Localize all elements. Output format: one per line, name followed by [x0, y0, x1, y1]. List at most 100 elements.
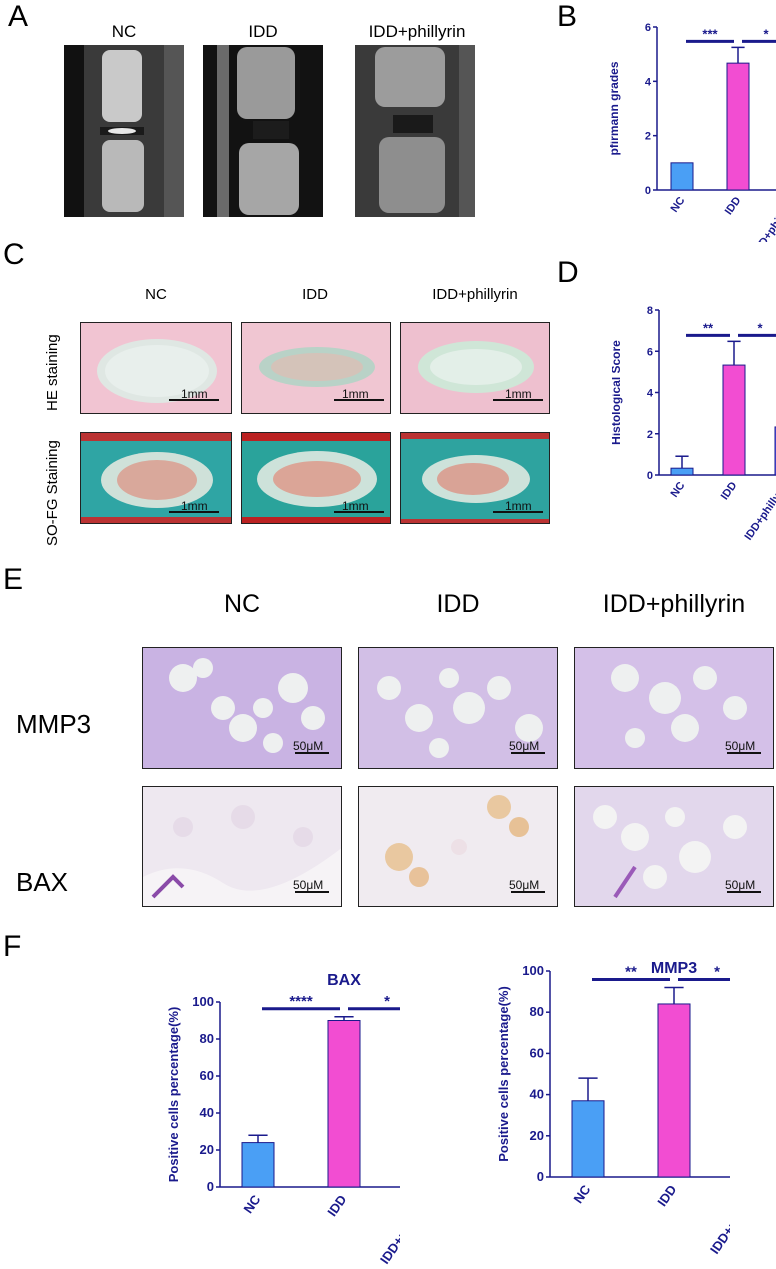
- y-tick-label: 40: [200, 1105, 214, 1120]
- sofg-image-idd-phillyrin: 1mm: [400, 432, 550, 524]
- significance-label: **: [625, 963, 637, 980]
- bar-idd: [657, 1003, 691, 1178]
- bar-idd: [327, 1020, 361, 1188]
- scale-bar-label: 1mm: [342, 499, 369, 513]
- x-tick-label: IDD: [654, 1182, 679, 1209]
- scale-bar-label: 1mm: [505, 387, 532, 401]
- scale-bar-label: 1mm: [342, 387, 369, 401]
- x-tick-label: IDD+phillyrin: [751, 195, 776, 242]
- y-tick-label: 6: [645, 22, 651, 34]
- panel-a-col-idd: IDD: [248, 22, 278, 41]
- ihc-bax-idd-phillyrin: 50μM: [574, 786, 774, 907]
- y-tick-label: 20: [200, 1142, 214, 1157]
- panel-label-b: B: [557, 0, 578, 33]
- significance-label: *: [763, 26, 769, 41]
- scale-bar-line: [727, 752, 761, 754]
- significance-label: ***: [702, 26, 718, 41]
- chart-f-mmp3-svg: MMP3 0 20 40 60 80 100 Positive cells percentag…: [496, 960, 730, 1257]
- y-tick-label: 40: [530, 1087, 544, 1102]
- scale-bar-label: 50μM: [725, 739, 756, 753]
- scale-bar-line: [511, 752, 545, 754]
- y-tick-label: 0: [647, 470, 653, 482]
- scale-bar-label: 1mm: [181, 387, 208, 401]
- y-tick-label: 0: [537, 1169, 544, 1184]
- y-tick-label: 80: [530, 1004, 544, 1019]
- chart-f-bax: BAX 0 20 40 60 80 100 Positive cells percentage…: [166, 972, 400, 1267]
- y-tick-label: 4: [647, 388, 654, 400]
- y-axis-label: Positive cells percentage(%): [496, 986, 511, 1162]
- scale-bar-label: 50μM: [509, 739, 540, 753]
- y-tick-label: 60: [530, 1045, 544, 1060]
- ihc-bax-idd: 50μM: [358, 786, 558, 907]
- scale-bar-line: [295, 752, 329, 754]
- y-tick-label: 80: [200, 1031, 214, 1046]
- scale-bar-line: [334, 399, 384, 401]
- scale-bar-line: [727, 891, 761, 893]
- panel-a-col-idd-phillyrin: IDD+phillyrin: [368, 22, 466, 41]
- panel-a-col-nc: NC: [111, 22, 137, 41]
- scale-bar-line: [169, 399, 219, 401]
- panel-c-row-sofg: SO-FG Staining: [44, 440, 61, 546]
- chart-d-svg: 0 2 4 6 8 Histological Score NC IDD IDD+phillyri…: [612, 305, 776, 543]
- ihc-bax-nc: 50μM: [142, 786, 342, 907]
- chart-d: 0 2 4 6 8 Histological Score NC IDD IDD+phillyri…: [612, 305, 776, 543]
- sofg-image-nc: 1mm: [80, 432, 232, 524]
- panel-label-c: C: [3, 238, 25, 271]
- chart-title: MMP3: [651, 960, 697, 977]
- x-tick-label: IDD: [324, 1192, 349, 1219]
- panel-label-d: D: [557, 256, 579, 289]
- significance-label: *: [714, 963, 720, 980]
- chart-title: BAX: [327, 972, 361, 989]
- x-tick-label: IDD+phillyrin: [377, 1192, 400, 1267]
- scale-bar-line: [493, 511, 543, 513]
- scale-bar-line: [511, 891, 545, 893]
- x-tick-label: NC: [240, 1192, 263, 1216]
- significance-label: *: [757, 320, 763, 335]
- scale-bar-label: 1mm: [505, 499, 532, 513]
- y-axis-label: Histological Score: [612, 340, 623, 445]
- panel-c-col-idd-phillyrin: IDD+phillyrin: [432, 286, 518, 303]
- scale-bar-label: 1mm: [181, 499, 208, 513]
- y-tick-label: 6: [647, 346, 653, 358]
- y-tick-label: 0: [645, 185, 651, 197]
- ihc-mmp3-idd-phillyrin: 50μM: [574, 647, 774, 769]
- x-tick-label: IDD+phillyrin: [743, 480, 776, 543]
- sofg-image-idd: 1mm: [241, 432, 391, 524]
- panel-label-a: A: [8, 0, 29, 33]
- bar-idd: [726, 62, 750, 191]
- he-image-idd-phillyrin: 1mm: [400, 322, 550, 414]
- significance-label: ****: [289, 993, 313, 1010]
- scale-bar-line: [169, 511, 219, 513]
- ihc-mmp3-idd: 50μM: [358, 647, 558, 769]
- y-tick-label: 2: [645, 131, 651, 143]
- significance-label: *: [384, 993, 390, 1010]
- panel-c-row-he: HE staining: [44, 334, 61, 411]
- scale-bar-line: [334, 511, 384, 513]
- bar-nc: [670, 162, 694, 191]
- y-tick-label: 4: [645, 76, 652, 88]
- chart-f-bax-svg: BAX 0 20 40 60 80 100 Positive cells percentage…: [166, 972, 400, 1267]
- scale-bar-label: 50μM: [293, 878, 324, 892]
- he-image-idd: 1mm: [241, 322, 391, 414]
- x-tick-label: NC: [669, 195, 688, 215]
- scale-bar-line: [295, 891, 329, 893]
- scale-bar-line: [493, 399, 543, 401]
- x-tick-label: IDD: [723, 195, 744, 217]
- x-tick-label: IDD: [719, 480, 740, 502]
- x-tick-label: NC: [669, 480, 688, 500]
- panel-e-row-bax: BAX: [16, 867, 69, 897]
- y-tick-label: 0: [207, 1179, 214, 1194]
- y-tick-label: 20: [530, 1128, 544, 1143]
- panel-label-f: F: [3, 930, 22, 963]
- scale-bar-label: 50μM: [293, 739, 324, 753]
- panel-c-col-idd: IDD: [302, 286, 328, 303]
- panel-e-col-idd-phillyrin: IDD+phillyrin: [602, 590, 746, 618]
- bar-idd: [722, 364, 746, 476]
- mri-image-idd-phillyrin: [355, 45, 475, 217]
- y-tick-label: 100: [522, 963, 544, 978]
- he-image-nc: 1mm: [80, 322, 232, 414]
- y-axis-label: pfirmann grades: [610, 61, 621, 155]
- panel-e-col-nc: NC: [223, 590, 261, 618]
